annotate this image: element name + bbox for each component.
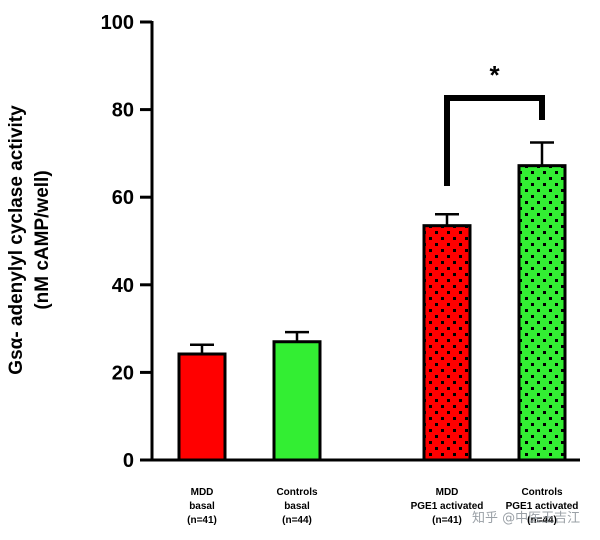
category-label-line: PGE1 activated bbox=[506, 501, 579, 512]
category-label-line: MDD bbox=[436, 487, 459, 498]
bar bbox=[422, 224, 472, 462]
y-tick-label: 0 bbox=[123, 450, 134, 472]
category-label-line: (n=41) bbox=[187, 515, 217, 526]
category-label-line: (n=44) bbox=[282, 515, 312, 526]
y-axis-label-line2: (nM cAMP/well) bbox=[32, 170, 53, 309]
category-label-line: Controls bbox=[276, 487, 318, 498]
significance-bracket: * bbox=[444, 60, 545, 186]
category-label: Controls PGE1 activated (n=44) bbox=[506, 487, 579, 526]
category-label-line: basal bbox=[189, 501, 215, 512]
y-tick-label: 20 bbox=[112, 362, 134, 384]
category-label-line: Controls bbox=[521, 487, 563, 498]
bar bbox=[177, 352, 227, 462]
y-axis-label-line1: Gsα- adenylyl cyclase activity bbox=[6, 105, 27, 375]
category-label-line: basal bbox=[284, 501, 310, 512]
category-labels: MDD basal (n=41) Controls basal (n=44) MDD PGE1… bbox=[187, 487, 578, 526]
significance-star: * bbox=[489, 60, 500, 90]
category-label: MDD basal (n=41) bbox=[187, 487, 217, 526]
y-axis: 0 20 40 60 80 100 bbox=[101, 12, 154, 472]
y-tick-label: 40 bbox=[112, 275, 134, 297]
category-label: Controls basal (n=44) bbox=[276, 487, 318, 526]
category-label-line: (n=44) bbox=[527, 515, 557, 526]
significance-bracket-line bbox=[444, 95, 545, 186]
y-tick-label: 100 bbox=[101, 12, 134, 34]
bars bbox=[177, 141, 567, 462]
category-label: MDD PGE1 activated (n=41) bbox=[411, 487, 484, 526]
y-tick-label: 60 bbox=[112, 187, 134, 209]
category-label-line: MDD bbox=[191, 487, 214, 498]
y-axis-label: Gsα- adenylyl cyclase activity (nM cAMP/… bbox=[6, 105, 53, 375]
category-label-line: PGE1 activated bbox=[411, 501, 484, 512]
category-label-line: (n=41) bbox=[432, 515, 462, 526]
bar bbox=[272, 340, 322, 462]
bar bbox=[517, 164, 567, 462]
y-tick-label: 80 bbox=[112, 100, 134, 122]
watermark: 知乎 @中医王吉江 bbox=[472, 510, 580, 526]
